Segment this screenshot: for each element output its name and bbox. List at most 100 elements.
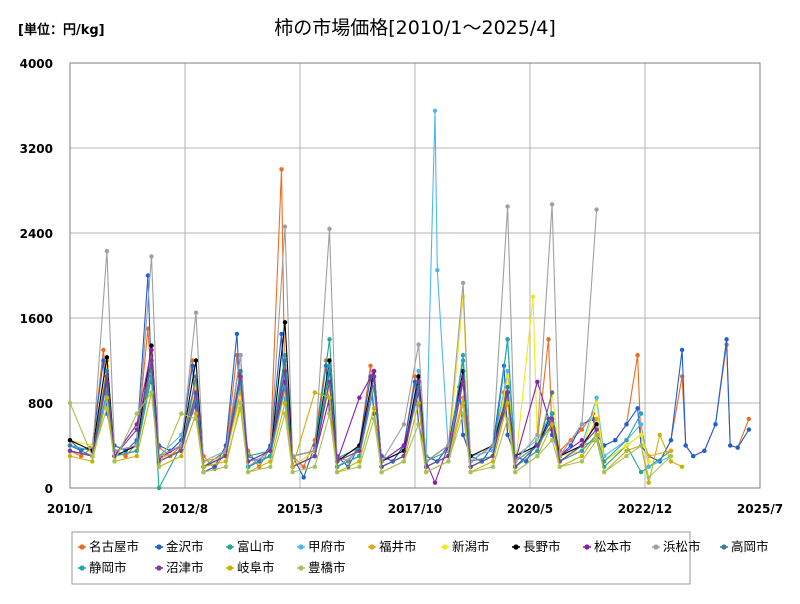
data-point <box>104 395 110 400</box>
data-point <box>549 422 555 427</box>
data-point <box>379 469 384 475</box>
data-point <box>104 406 110 411</box>
data-point <box>193 411 199 416</box>
data-point <box>156 485 162 491</box>
data-point <box>416 374 421 379</box>
data-point <box>505 390 510 395</box>
data-point <box>78 453 84 459</box>
legend-label: 沼津市 <box>166 560 204 575</box>
legend-item: 新潟市 <box>441 539 490 554</box>
data-point <box>327 411 332 416</box>
data-point <box>646 464 651 469</box>
legend-label: 金沢市 <box>166 539 204 554</box>
data-point <box>371 374 377 379</box>
data-point <box>149 390 154 395</box>
legend-item: 福井市 <box>368 539 417 554</box>
data-point <box>624 443 629 448</box>
data-point <box>282 411 288 416</box>
legend-item: 豊橋市 <box>297 560 346 575</box>
data-point <box>104 368 110 374</box>
data-point <box>334 469 340 475</box>
data-point <box>638 422 644 427</box>
series-line <box>69 110 672 468</box>
legend-marker <box>227 565 233 571</box>
legend-marker <box>79 565 85 571</box>
legend-item: 富山市 <box>226 539 275 554</box>
data-point <box>134 427 139 432</box>
data-point <box>568 443 573 448</box>
data-point <box>594 400 599 406</box>
legend-item: 岐阜市 <box>226 560 275 575</box>
data-point <box>524 459 529 464</box>
legend-marker <box>513 544 519 550</box>
data-point <box>268 448 273 453</box>
data-point <box>112 459 117 464</box>
data-point <box>535 443 540 448</box>
data-point <box>735 445 740 450</box>
y-tick-label: 3200 <box>20 142 53 156</box>
legend-label: 高岡市 <box>731 539 769 554</box>
data-point <box>67 448 73 453</box>
data-point <box>312 453 317 459</box>
data-point <box>594 427 599 432</box>
data-point <box>460 400 466 406</box>
data-point <box>613 438 618 443</box>
data-point <box>460 411 466 416</box>
legend-label: 静岡市 <box>89 560 127 575</box>
data-point <box>223 464 228 469</box>
legend-item: 名古屋市 <box>78 539 139 554</box>
y-tick-label: 800 <box>28 397 53 411</box>
legend-marker <box>721 544 727 550</box>
data-point <box>67 400 73 406</box>
data-point <box>549 411 555 416</box>
data-point <box>416 379 421 384</box>
data-point <box>282 358 288 363</box>
data-point <box>245 469 251 475</box>
data-point <box>460 379 466 384</box>
data-point <box>282 400 288 406</box>
x-tick-label: 2020/5 <box>507 502 553 516</box>
data-point <box>746 416 752 422</box>
data-point <box>156 464 162 469</box>
data-point <box>728 443 733 448</box>
legend-marker <box>298 544 304 550</box>
data-point <box>691 453 696 459</box>
legend-item: 甲府市 <box>297 539 346 554</box>
data-point <box>301 475 306 480</box>
data-point <box>535 453 540 459</box>
legend-item: 静岡市 <box>78 560 127 575</box>
data-point <box>505 432 510 438</box>
data-point <box>193 358 199 363</box>
legend-marker <box>442 544 448 550</box>
data-point <box>279 331 284 337</box>
plot-area <box>69 62 761 489</box>
data-point <box>279 167 284 172</box>
data-point <box>149 347 154 353</box>
data-point <box>149 254 154 259</box>
data-point <box>327 226 332 231</box>
data-point <box>505 337 510 342</box>
data-point <box>371 406 377 411</box>
data-point <box>460 280 466 286</box>
data-point <box>579 459 585 464</box>
data-point <box>371 368 377 374</box>
data-point <box>416 422 421 427</box>
data-point <box>635 353 640 358</box>
data-point <box>549 202 555 207</box>
legend-item: 浜松市 <box>652 539 701 554</box>
data-point <box>238 374 243 379</box>
data-point <box>460 432 466 438</box>
data-point <box>179 411 184 416</box>
data-point <box>357 395 362 400</box>
data-point <box>423 469 429 475</box>
data-point <box>638 469 644 475</box>
data-point <box>446 459 451 464</box>
data-point <box>234 331 240 337</box>
data-point <box>193 416 199 422</box>
x-tick-label: 2017/10 <box>388 502 442 516</box>
legend-label: 豊橋市 <box>308 560 346 575</box>
legend-marker <box>653 544 659 550</box>
series-14 <box>67 390 674 480</box>
legend-label: 松本市 <box>594 539 632 554</box>
data-point <box>513 469 518 475</box>
